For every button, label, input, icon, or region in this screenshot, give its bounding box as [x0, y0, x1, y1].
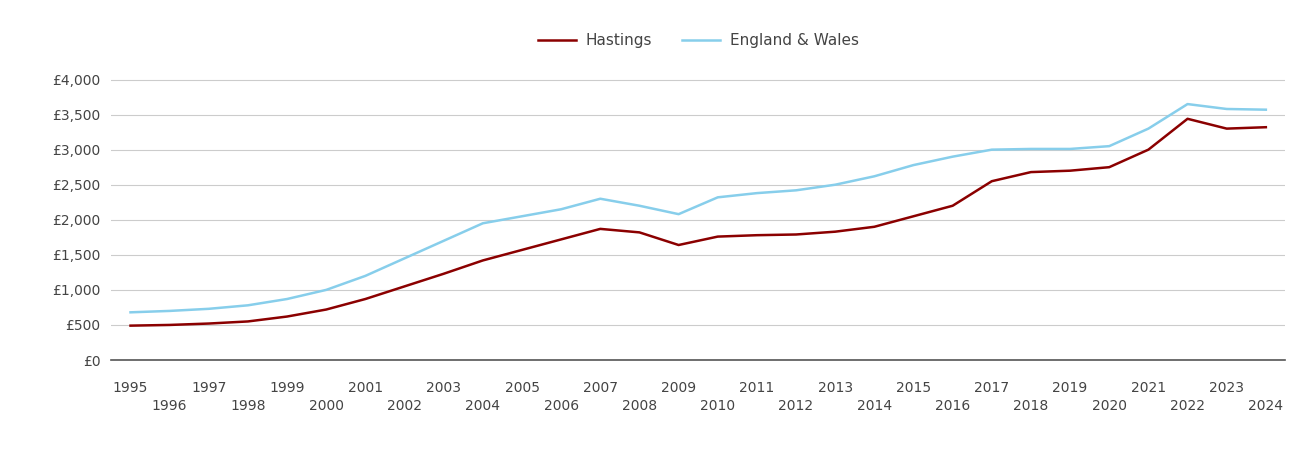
Hastings	[318, 307, 334, 312]
Text: 2008: 2008	[622, 399, 656, 413]
England & Wales	[1219, 106, 1235, 112]
Text: 2000: 2000	[309, 399, 343, 413]
Hastings	[1258, 125, 1274, 130]
England & Wales	[358, 273, 373, 279]
Hastings	[475, 258, 491, 263]
Text: 2020: 2020	[1092, 399, 1126, 413]
England & Wales	[788, 188, 804, 193]
Hastings	[279, 314, 295, 319]
England & Wales	[867, 174, 882, 179]
England & Wales	[1062, 146, 1078, 152]
Text: 2021: 2021	[1131, 381, 1165, 395]
Hastings	[436, 271, 452, 276]
Hastings	[827, 229, 843, 234]
Text: 2017: 2017	[975, 381, 1009, 395]
Hastings	[710, 234, 726, 239]
England & Wales	[710, 195, 726, 200]
England & Wales	[827, 182, 843, 187]
Hastings	[945, 203, 960, 208]
Text: 2013: 2013	[818, 381, 852, 395]
Hastings	[240, 319, 256, 324]
Text: 1995: 1995	[112, 381, 149, 395]
England & Wales	[671, 212, 686, 217]
England & Wales	[1141, 126, 1156, 131]
Hastings	[749, 233, 765, 238]
Hastings	[984, 179, 1000, 184]
Text: 1999: 1999	[269, 381, 305, 395]
Hastings	[1180, 116, 1195, 122]
Text: 1996: 1996	[151, 399, 188, 413]
Hastings	[514, 247, 530, 252]
England & Wales	[436, 238, 452, 243]
Line: Hastings: Hastings	[130, 119, 1266, 326]
Hastings	[553, 237, 569, 242]
Text: 2023: 2023	[1210, 381, 1244, 395]
Hastings	[358, 296, 373, 302]
Hastings	[1141, 147, 1156, 153]
England & Wales	[123, 310, 138, 315]
Text: 2012: 2012	[779, 399, 813, 413]
England & Wales	[475, 220, 491, 226]
England & Wales	[1258, 107, 1274, 112]
Text: 2019: 2019	[1052, 381, 1088, 395]
Text: 2016: 2016	[934, 399, 971, 413]
Text: 2015: 2015	[897, 381, 930, 395]
England & Wales	[984, 147, 1000, 153]
Text: 1997: 1997	[191, 381, 227, 395]
Hastings	[201, 321, 217, 326]
Text: 2022: 2022	[1171, 399, 1205, 413]
Text: 2018: 2018	[1013, 399, 1049, 413]
Hastings	[1101, 165, 1117, 170]
Text: 2003: 2003	[427, 381, 461, 395]
Line: England & Wales: England & Wales	[130, 104, 1266, 312]
Hastings	[1219, 126, 1235, 131]
Hastings	[906, 214, 921, 219]
Text: 2007: 2007	[583, 381, 617, 395]
Hastings	[1062, 168, 1078, 173]
England & Wales	[514, 214, 530, 219]
England & Wales	[632, 203, 647, 208]
Text: 2004: 2004	[466, 399, 500, 413]
Text: 2011: 2011	[739, 381, 775, 395]
England & Wales	[201, 306, 217, 311]
England & Wales	[749, 190, 765, 196]
Hastings	[788, 232, 804, 237]
Hastings	[123, 323, 138, 328]
Text: 2002: 2002	[388, 399, 422, 413]
England & Wales	[906, 162, 921, 168]
Text: 2005: 2005	[505, 381, 539, 395]
England & Wales	[1180, 101, 1195, 107]
Text: 2001: 2001	[348, 381, 382, 395]
England & Wales	[397, 256, 412, 261]
Hastings	[162, 322, 177, 328]
England & Wales	[592, 196, 608, 202]
Hastings	[671, 242, 686, 248]
Text: 2006: 2006	[544, 399, 578, 413]
Text: 2024: 2024	[1249, 399, 1283, 413]
England & Wales	[279, 296, 295, 302]
Hastings	[397, 284, 412, 289]
Legend: Hastings, England & Wales: Hastings, England & Wales	[531, 27, 865, 54]
England & Wales	[945, 154, 960, 159]
Hastings	[592, 226, 608, 232]
England & Wales	[162, 308, 177, 314]
Text: 2014: 2014	[857, 399, 891, 413]
Hastings	[1023, 169, 1039, 175]
England & Wales	[553, 207, 569, 212]
Hastings	[632, 230, 647, 235]
Text: 1998: 1998	[230, 399, 266, 413]
England & Wales	[1023, 146, 1039, 152]
England & Wales	[318, 287, 334, 292]
Hastings	[867, 224, 882, 230]
Text: 2010: 2010	[701, 399, 735, 413]
England & Wales	[1101, 144, 1117, 149]
Text: 2009: 2009	[662, 381, 696, 395]
England & Wales	[240, 302, 256, 308]
